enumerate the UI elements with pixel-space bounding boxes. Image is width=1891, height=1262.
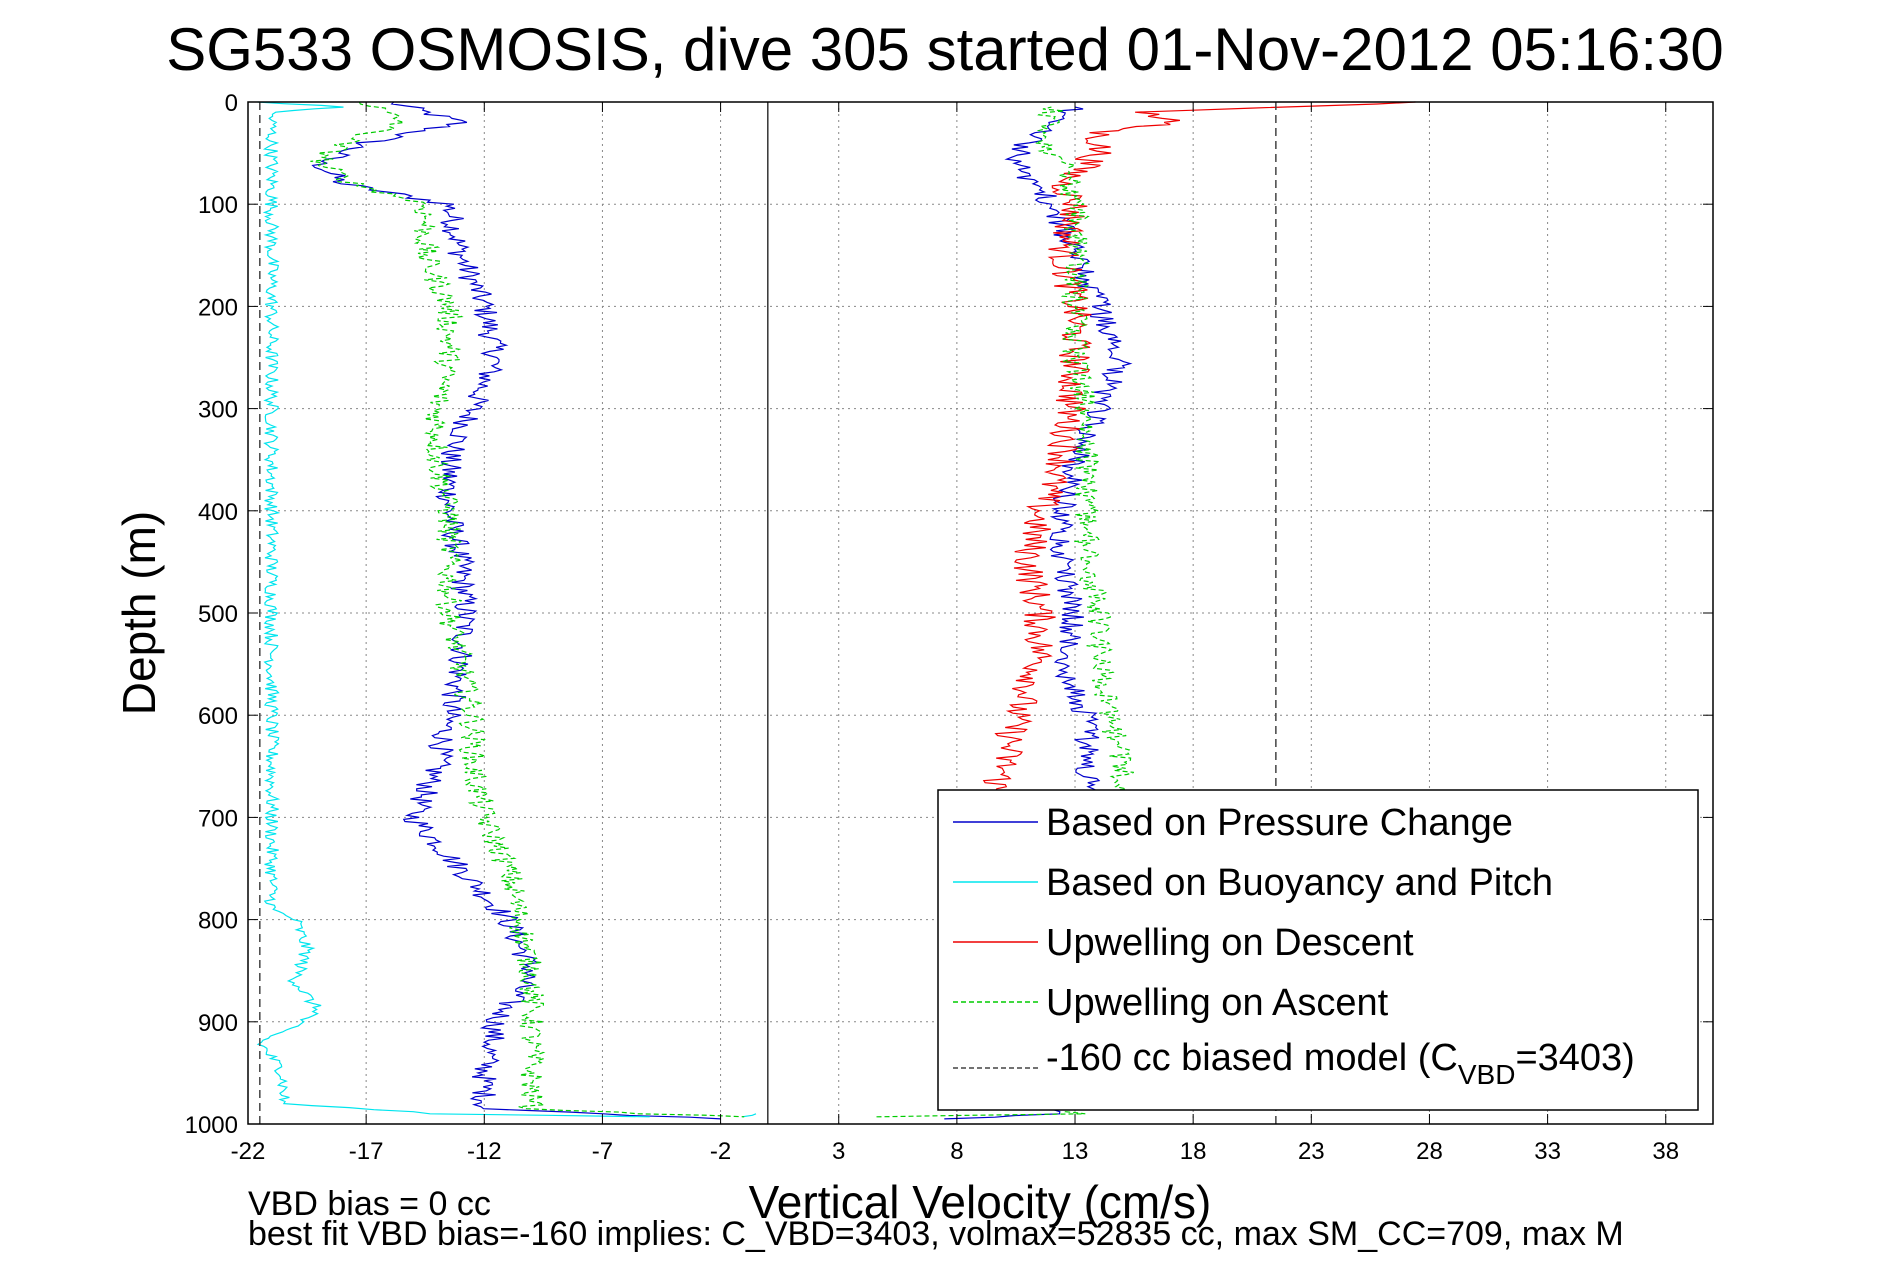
y-tick-label-3: 300 <box>198 397 238 424</box>
legend-label-2: Upwelling on Descent <box>1046 922 1414 964</box>
series-3-ascent-line <box>876 106 1135 1118</box>
x-tick-label-1: -17 <box>349 1138 384 1165</box>
y-tick-label-4: 400 <box>198 499 238 526</box>
legend-label-3: Upwelling on Ascent <box>1046 982 1389 1024</box>
x-tick-label-7: 13 <box>1062 1138 1089 1165</box>
x-tick-label-3: -7 <box>592 1138 613 1165</box>
x-tick-label-9: 23 <box>1298 1138 1325 1165</box>
legend-label-1: Based on Buoyancy and Pitch <box>1046 862 1553 904</box>
y-tick-label-7: 700 <box>198 805 238 832</box>
legend-label-model: -160 cc biased model (CVBD=3403) <box>1046 1037 1635 1090</box>
y-axis-label: Depth (m) <box>113 511 165 715</box>
series-1-descent-line <box>256 101 650 1118</box>
x-tick-label-12: 38 <box>1652 1138 1679 1165</box>
chart-title: SG533 OSMOSIS, dive 305 started 01-Nov-2… <box>166 16 1724 83</box>
y-tick-label-9: 900 <box>198 1010 238 1037</box>
series-3-descent-line <box>310 101 745 1118</box>
y-tick-label-0: 0 <box>225 90 238 117</box>
y-tick-label-6: 600 <box>198 703 238 730</box>
x-tick-label-6: 8 <box>950 1138 963 1165</box>
x-axis-label: Vertical Velocity (cm/s) <box>749 1176 1212 1228</box>
legend-label-0: Based on Pressure Change <box>1046 802 1513 844</box>
x-tick-label-5: 3 <box>832 1138 845 1165</box>
x-tick-label-8: 18 <box>1180 1138 1207 1165</box>
y-tick-label-10: 1000 <box>185 1112 238 1139</box>
series-layer <box>256 101 1416 1124</box>
series-0-descent-line <box>311 101 721 1120</box>
axes: -22 -17 -12 -7 -2 3 8 13 18 23 28 33 380100200300400… <box>185 90 1714 1165</box>
y-tick-label-5: 500 <box>198 601 238 628</box>
footer-line-1: VBD bias = 0 cc <box>248 1185 491 1223</box>
series-1 <box>256 101 757 1118</box>
x-tick-label-0: -22 <box>231 1138 266 1165</box>
y-tick-label-8: 800 <box>198 908 238 935</box>
legend-box <box>937 789 1699 1111</box>
x-tick-label-4: -2 <box>710 1138 731 1165</box>
series-3 <box>310 101 1135 1118</box>
footer-line-2: best fit VBD bias=-160 implies: C_VBD=34… <box>248 1215 1624 1253</box>
y-tick-label-2: 200 <box>198 294 238 321</box>
y-tick-label-1: 100 <box>198 192 238 219</box>
series-2 <box>982 101 1416 798</box>
legend: Based on Pressure Change Based on Buoyanc… <box>937 789 1699 1111</box>
series-2-line-line <box>982 101 1416 798</box>
x-tick-label-11: 33 <box>1534 1138 1561 1165</box>
series-1-ascent-line <box>742 1113 757 1118</box>
x-tick-label-2: -12 <box>467 1138 502 1165</box>
x-tick-label-10: 28 <box>1416 1138 1443 1165</box>
